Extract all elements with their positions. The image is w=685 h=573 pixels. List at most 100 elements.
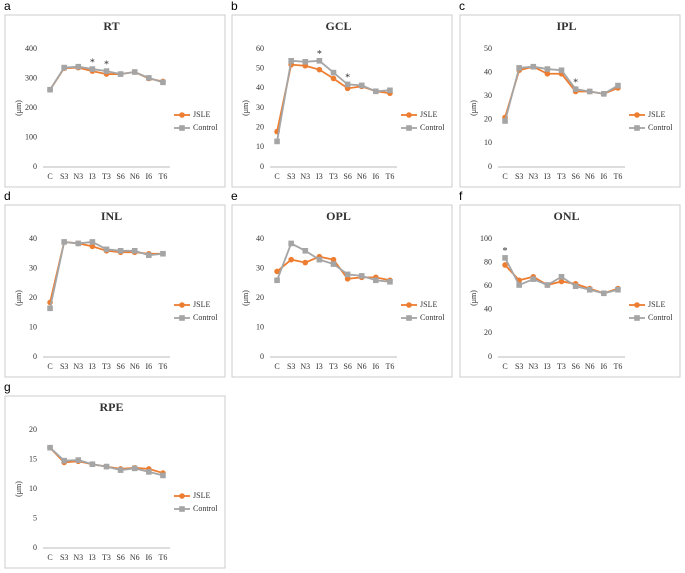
- x-tick-label: T3: [557, 362, 566, 371]
- significance-mark: *: [503, 246, 508, 257]
- marker: [330, 256, 337, 263]
- x-tick-label: N3: [528, 362, 538, 371]
- x-tick-label: T3: [102, 362, 111, 371]
- marker: [406, 315, 412, 321]
- marker: [75, 457, 82, 463]
- x-tick-label: I6: [600, 172, 607, 181]
- x-tick-label: S6: [571, 172, 579, 181]
- marker: [47, 444, 53, 451]
- marker: [330, 261, 337, 267]
- marker: [572, 283, 579, 289]
- panel: INL (μm) 0 10 20 30 40 C S3 N3 I3 T3 S6 N6 I6 T6 JSLE Con…: [14, 209, 218, 371]
- y-tick-label: 40: [484, 305, 492, 314]
- marker: [530, 63, 537, 70]
- marker: [47, 305, 53, 312]
- marker: [103, 246, 110, 253]
- marker: [601, 290, 607, 297]
- x-tick-label: S3: [515, 172, 523, 181]
- y-axis-label: (μm): [241, 100, 250, 116]
- y-tick-label: 100: [25, 132, 37, 141]
- x-tick-label: N3: [300, 362, 310, 371]
- marker: [179, 315, 185, 321]
- chart-title: INL: [101, 209, 122, 223]
- y-axis-label: (μm): [14, 290, 23, 306]
- y-tick-label: 10: [29, 322, 37, 331]
- marker: [544, 66, 551, 72]
- y-tick-label: 10: [484, 138, 492, 147]
- x-tick-label: T6: [613, 362, 622, 371]
- x-tick-label: T6: [158, 362, 167, 371]
- x-tick-label: T3: [329, 172, 338, 181]
- y-tick-label: 40: [29, 234, 37, 243]
- y-tick-label: 20: [484, 115, 492, 124]
- y-tick-label: 0: [260, 162, 264, 171]
- y-tick-label: 0: [33, 162, 37, 171]
- marker: [387, 87, 393, 94]
- y-tick-label: 40: [256, 83, 264, 92]
- y-tick-label: 10: [256, 322, 264, 331]
- marker: [330, 75, 337, 82]
- y-axis-label: (μm): [14, 481, 23, 497]
- marker: [586, 286, 593, 293]
- x-tick-label: T3: [102, 553, 111, 562]
- marker: [316, 66, 323, 73]
- x-tick-label: C: [274, 172, 279, 181]
- marker: [344, 276, 351, 282]
- marker: [544, 70, 551, 77]
- marker: [179, 125, 185, 131]
- y-tick-label: 300: [25, 73, 37, 82]
- y-tick-label: 15: [29, 454, 37, 463]
- panel-letter: e: [231, 189, 238, 203]
- y-tick-label: 50: [484, 44, 492, 53]
- marker: [373, 88, 379, 95]
- marker: [516, 65, 522, 71]
- significance-mark: *: [345, 73, 350, 84]
- significance-mark: *: [104, 59, 109, 70]
- x-tick-label: N6: [585, 172, 595, 181]
- x-tick-label: N3: [73, 553, 83, 562]
- marker: [89, 461, 96, 468]
- marker: [131, 248, 138, 254]
- legend-label: Control: [193, 123, 218, 132]
- y-tick-label: 20: [29, 293, 37, 302]
- marker: [179, 302, 185, 308]
- y-tick-label: 10: [256, 142, 264, 151]
- marker: [117, 467, 124, 473]
- marker: [89, 239, 96, 245]
- significance-mark: *: [90, 57, 95, 68]
- x-tick-label: I6: [600, 362, 607, 371]
- marker: [558, 278, 565, 285]
- marker: [160, 79, 166, 86]
- panel: RPE (μm) 0 5 10 15 20 C S3 N3 I3 T3 S6 N6 I6 T6 JSLE Cont…: [14, 400, 218, 562]
- x-tick-label: N6: [357, 362, 367, 371]
- legend-label: JSLE: [420, 110, 437, 119]
- x-tick-label: I6: [372, 362, 379, 371]
- y-tick-label: 30: [29, 263, 37, 272]
- marker: [274, 268, 280, 275]
- marker: [89, 243, 96, 250]
- y-tick-label: 20: [484, 328, 492, 337]
- marker: [288, 256, 294, 263]
- marker: [572, 86, 579, 92]
- marker: [634, 302, 640, 308]
- marker: [406, 112, 412, 118]
- x-tick-label: N6: [357, 172, 367, 181]
- x-tick-label: I3: [544, 362, 551, 371]
- x-tick-label: T3: [102, 172, 111, 181]
- panel-letter: d: [4, 189, 11, 203]
- marker: [316, 256, 323, 263]
- marker: [89, 66, 96, 72]
- marker: [502, 262, 508, 268]
- marker: [601, 91, 607, 97]
- x-tick-label: I3: [89, 172, 96, 181]
- marker: [634, 112, 640, 118]
- marker: [75, 240, 82, 247]
- x-tick-label: S6: [116, 362, 124, 371]
- x-tick-label: C: [47, 553, 52, 562]
- marker: [316, 58, 323, 64]
- marker: [47, 86, 53, 93]
- marker: [344, 271, 351, 278]
- x-tick-label: N3: [73, 172, 83, 181]
- y-tick-label: 80: [484, 257, 492, 266]
- marker: [61, 239, 67, 245]
